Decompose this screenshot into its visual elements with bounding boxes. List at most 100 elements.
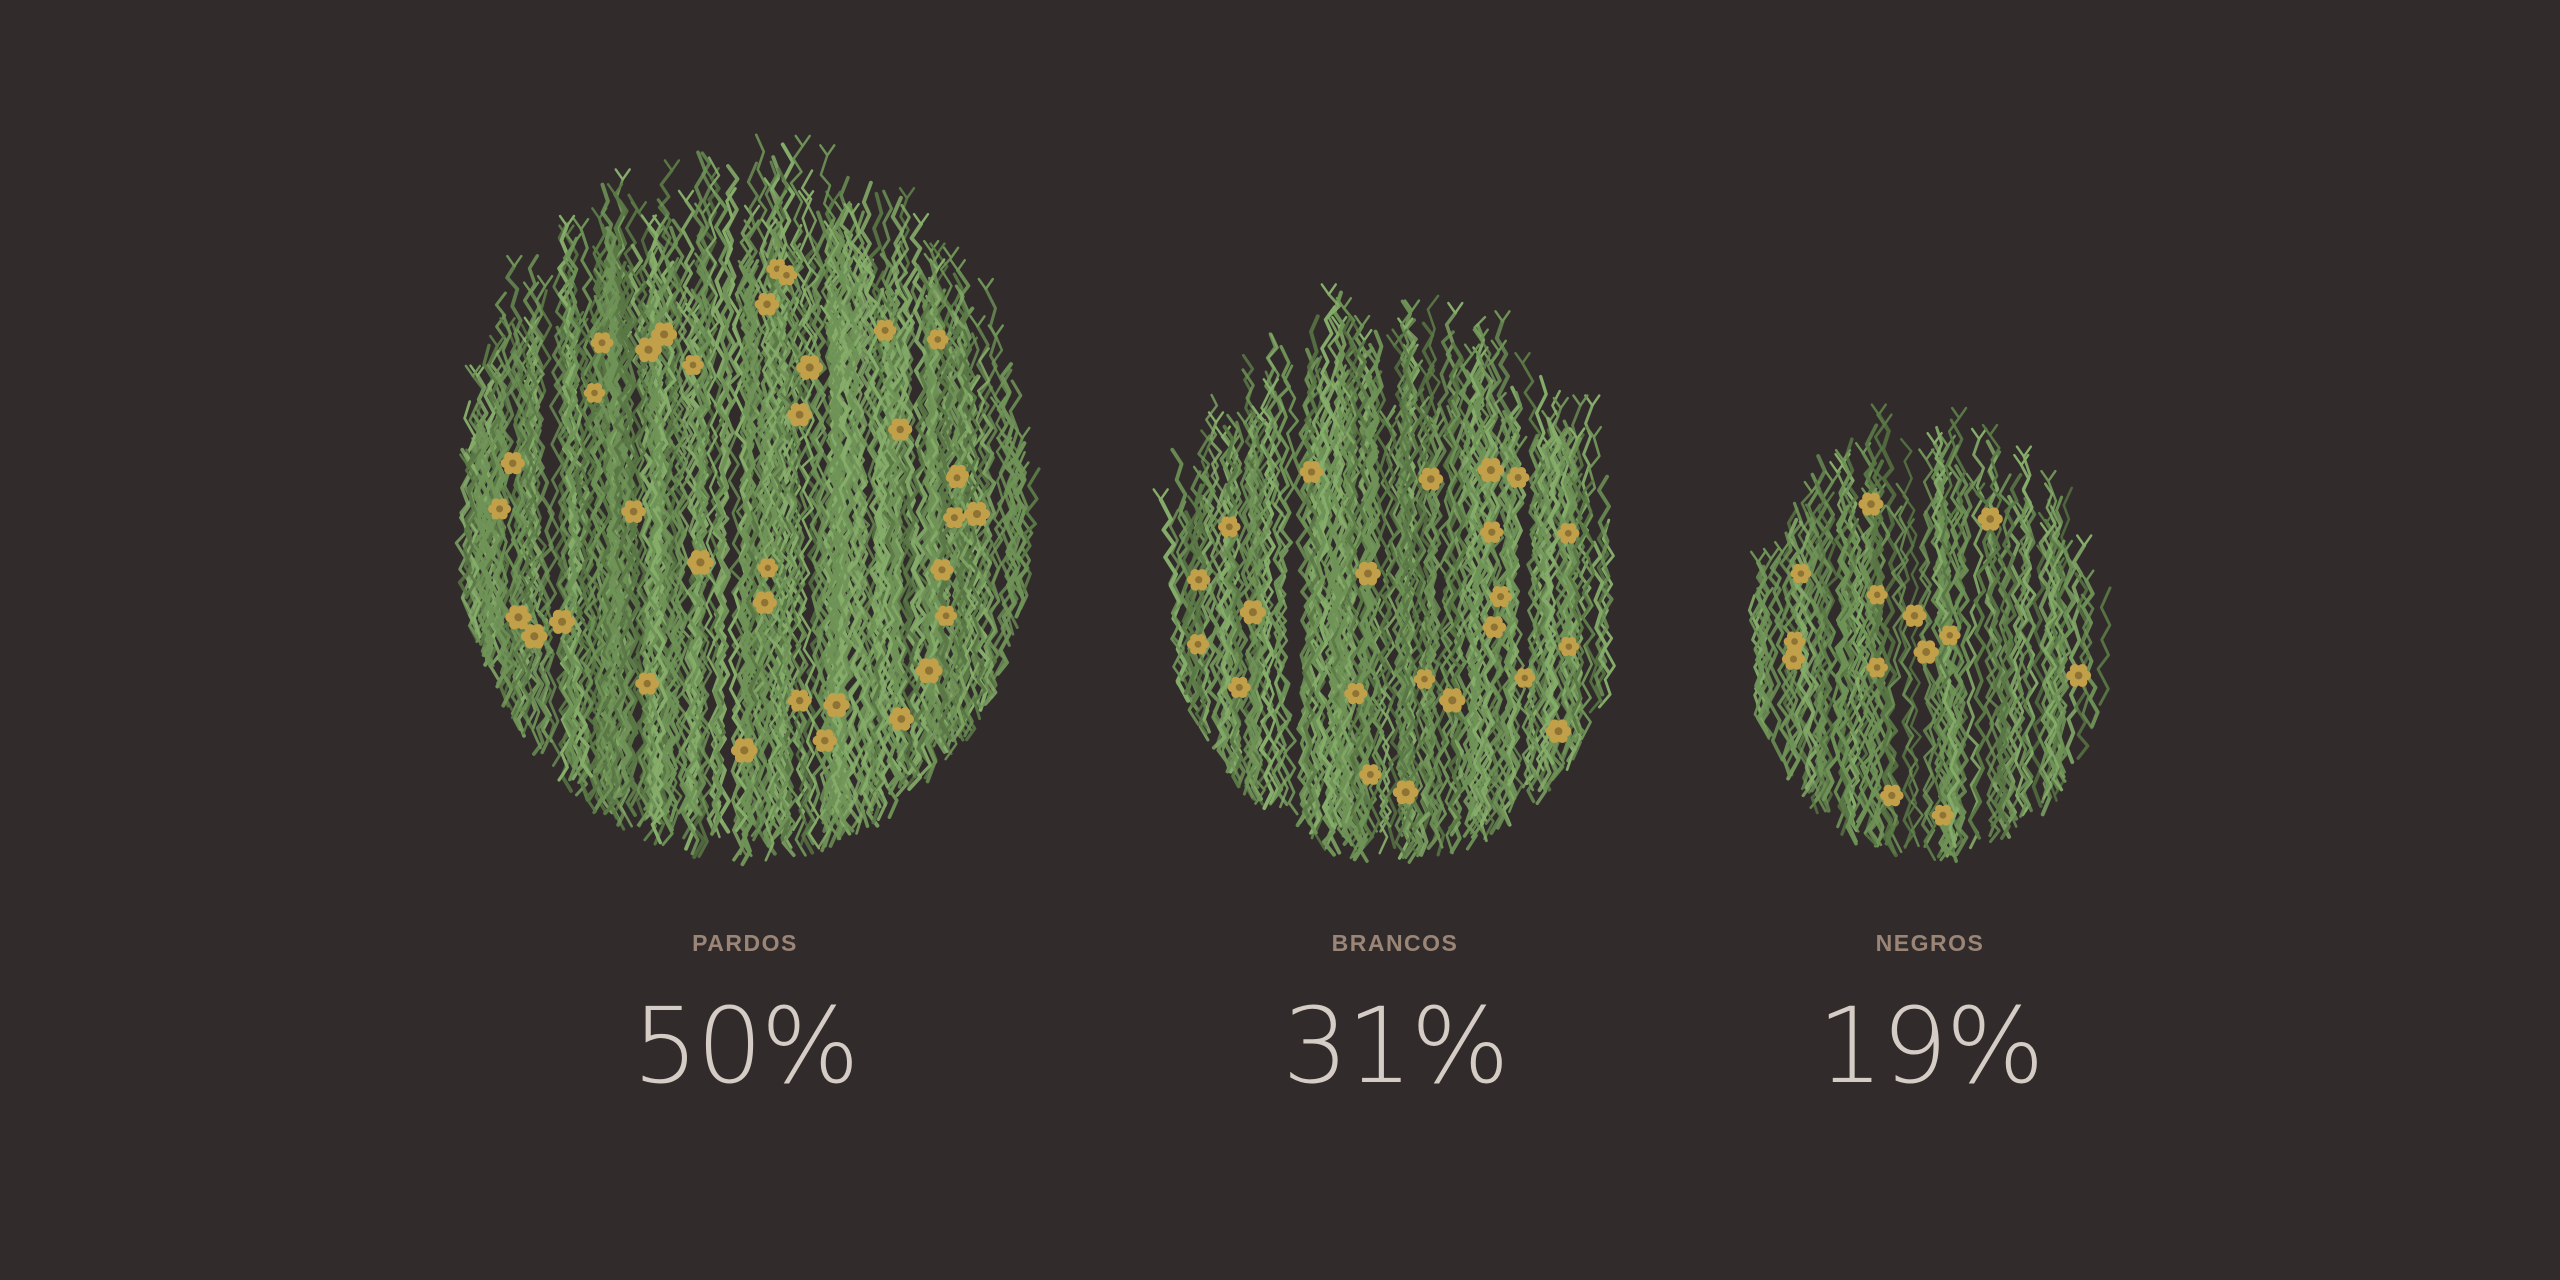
flower [1359,764,1382,785]
stem [1965,437,1986,850]
flower [775,265,798,286]
stem [491,349,518,685]
stem [604,311,623,786]
stem [962,383,985,709]
stem [1869,459,1896,846]
value-label-brancos: 31% [1282,985,1509,1107]
stem [1478,432,1503,841]
stem [574,227,598,797]
bush-negros [1747,403,2112,863]
stem [1340,396,1362,824]
stem [1947,482,1976,857]
stem-fork [663,159,681,172]
stem-fork [1391,328,1408,341]
flower [505,605,532,630]
stem [1489,319,1513,835]
stem-fork [1886,505,1903,518]
stem-fork [627,264,644,278]
stem-fork [1542,436,1559,449]
stem [1843,481,1862,833]
stem [2011,500,2032,818]
stem-fork [761,218,778,231]
flower [548,609,576,634]
stem [1449,359,1474,854]
stem-fork [977,277,994,291]
stem-fork [1207,411,1225,424]
stem [1580,479,1602,714]
flower [754,293,780,316]
stem-fork [843,202,860,216]
stem [1814,480,1834,810]
stem [1300,314,1322,828]
stem [692,212,714,817]
stem-fork [1585,425,1603,439]
flower [888,418,913,441]
stem-fork [536,275,554,288]
stem-fork [1750,550,1767,564]
stem [1525,433,1542,804]
flower [1783,631,1806,652]
stem-fork [1406,359,1424,372]
stem [2047,498,2066,802]
flower [1477,457,1505,483]
stem-fork [640,214,658,227]
stem [799,244,824,855]
stem [1540,425,1561,765]
stem-fork [969,315,986,328]
stem-fork [469,364,486,377]
stem [872,288,895,789]
stem [954,367,971,736]
stem-fork [678,259,696,272]
stem [1307,434,1327,835]
category-label-negros: NEGROS [1875,930,1985,956]
stem [1295,347,1316,828]
flower [1506,466,1530,489]
stem [1797,520,1819,798]
stem-fork [829,280,846,293]
stem-fork [1397,317,1414,330]
stem-fork [489,334,506,348]
flower [873,319,897,341]
stem [1900,438,1922,848]
flower [521,624,548,649]
flower [930,559,954,581]
stem [849,272,881,811]
flower [1355,561,1381,586]
stem [1754,559,1771,739]
flower [796,355,824,380]
stem-fork [1249,418,1267,432]
stem [1821,504,1854,802]
stem-fork [1804,503,1822,516]
stem-fork [819,144,836,157]
flower [812,729,838,752]
flower [1227,676,1251,699]
stem-fork [1378,409,1396,423]
stem [1568,482,1587,734]
stem [769,189,792,831]
stem [519,284,547,750]
flower [1392,780,1419,805]
stem-fork [486,363,503,376]
stem [1472,338,1496,837]
flower [1217,516,1241,538]
value-label-pardos: 50% [632,985,859,1107]
stem [621,274,651,794]
stem-fork [1965,472,1982,486]
stem-fork [1152,488,1169,501]
stem [786,251,809,847]
stem [1521,361,1546,778]
stem [963,287,999,738]
flower [757,558,779,578]
stem [477,422,496,657]
stem [1967,491,1991,840]
stem [1457,353,1482,823]
stem [1447,342,1467,830]
stem [591,277,611,774]
flower [682,355,704,375]
stem [605,260,633,820]
stem-fork [1403,299,1421,312]
stem [918,267,943,778]
flower [888,707,915,731]
stem [481,431,502,662]
